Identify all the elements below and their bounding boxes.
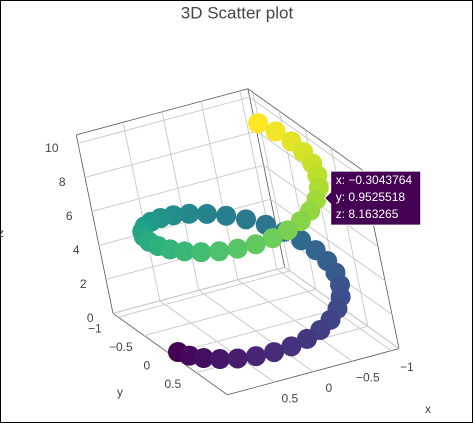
grid-line bbox=[84, 130, 257, 178]
point bbox=[245, 234, 266, 255]
axis-edge bbox=[76, 88, 248, 136]
grid-line bbox=[270, 198, 386, 282]
x-tick-label: 0.5 bbox=[281, 391, 298, 405]
point bbox=[191, 242, 212, 263]
point bbox=[262, 228, 283, 249]
z-tick-label: 2 bbox=[80, 277, 87, 291]
point bbox=[264, 342, 285, 363]
z-tick-label: 0 bbox=[87, 311, 94, 325]
point bbox=[281, 336, 302, 357]
point bbox=[265, 121, 286, 142]
grid-line bbox=[118, 270, 290, 318]
y-tick-label: 0 bbox=[143, 359, 150, 373]
y-tick-label: −0.5 bbox=[109, 340, 133, 354]
grid-line bbox=[144, 288, 316, 337]
grid-line bbox=[170, 307, 342, 355]
point bbox=[248, 113, 269, 134]
y-tick-label: 0.5 bbox=[164, 377, 181, 391]
point bbox=[227, 348, 248, 369]
hover-label: x: −0.3043764 y: 0.9525518 z: 8.163265 bbox=[323, 170, 422, 226]
grid-line bbox=[112, 266, 285, 314]
axis-edge bbox=[75, 134, 114, 314]
point bbox=[245, 346, 266, 367]
z-tick-label: 10 bbox=[45, 141, 59, 155]
x-tick-label: −0.5 bbox=[356, 370, 380, 384]
grid-line bbox=[161, 111, 200, 291]
point bbox=[209, 349, 230, 370]
point bbox=[179, 203, 200, 224]
hover-text: x: −0.3043764 bbox=[336, 173, 413, 187]
point bbox=[235, 209, 256, 230]
point bbox=[196, 203, 217, 224]
z-axis-title: z bbox=[0, 226, 4, 240]
point bbox=[209, 241, 230, 262]
x-tick-label: 0 bbox=[325, 381, 332, 395]
z-tick-label: 8 bbox=[59, 175, 66, 189]
chart-title: 3D Scatter plot bbox=[181, 3, 294, 22]
point bbox=[297, 328, 318, 349]
z-tick-label: 4 bbox=[73, 243, 80, 257]
x-axis-title: x bbox=[425, 402, 431, 416]
point bbox=[277, 220, 298, 241]
grid-line bbox=[122, 122, 161, 301]
hover-text: y: 0.9525518 bbox=[336, 190, 406, 204]
point bbox=[227, 238, 248, 259]
point bbox=[216, 205, 237, 226]
y-tick-label: −1 bbox=[88, 322, 102, 336]
x-tick-label: −1 bbox=[400, 360, 414, 374]
point bbox=[193, 348, 214, 369]
grid-line bbox=[91, 164, 264, 212]
point bbox=[174, 241, 195, 262]
z-tick-label: 6 bbox=[66, 209, 73, 223]
hover-box bbox=[323, 170, 422, 226]
grid-line bbox=[77, 96, 250, 144]
grid-line bbox=[249, 96, 365, 180]
y-axis-title: y bbox=[117, 385, 123, 399]
hover-text: z: 8.163265 bbox=[336, 207, 399, 221]
